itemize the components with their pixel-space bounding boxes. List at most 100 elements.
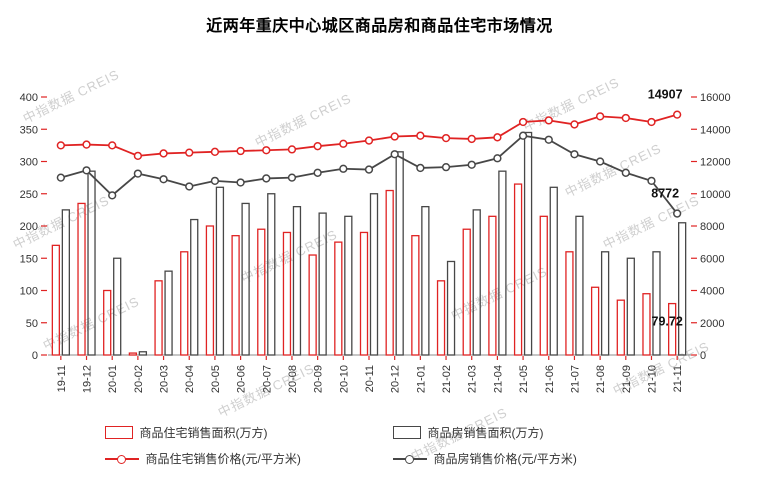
marker-circle-icon — [236, 146, 245, 156]
marker-circle-icon — [621, 113, 630, 123]
x-axis-label: 21-11 — [672, 365, 684, 392]
annotation-14907: 14907 — [648, 88, 683, 102]
bar — [523, 131, 533, 356]
legend-row-lines: 商品住宅销售价格(元/平方米) 商品房销售价格(元/平方米) — [104, 450, 655, 467]
bar — [668, 302, 677, 356]
bar — [334, 241, 343, 356]
marker-circle-icon — [339, 164, 348, 173]
marker-circle-icon — [82, 166, 91, 175]
x-axis-label: 21-07 — [569, 365, 581, 393]
marker-circle-icon — [262, 146, 271, 155]
legend-label-residential-price: 商品住宅销售价格(元/平方米) — [145, 452, 301, 466]
x-axis-label: 21-05 — [518, 365, 530, 393]
marker-circle-icon — [544, 135, 553, 144]
legend-item-residential-price: 商品住宅销售价格(元/平方米) — [104, 450, 367, 467]
residential-price-line — [60, 113, 678, 157]
x-axis-label: 21-09 — [621, 365, 633, 393]
marker-circle-icon — [518, 117, 528, 127]
bar — [257, 228, 266, 356]
bar — [103, 289, 112, 356]
bar — [616, 299, 625, 356]
bar — [369, 193, 379, 356]
left-axis-label: 150 — [20, 253, 38, 265]
left-axis-label: 400 — [20, 92, 38, 104]
x-axis-label: 20-01 — [107, 365, 119, 393]
bar — [77, 202, 86, 356]
marker-circle-icon — [159, 149, 168, 158]
x-axis-label: 20-03 — [159, 365, 171, 393]
bar — [308, 254, 317, 356]
bar — [421, 205, 430, 356]
right-axis-label: 6000 — [700, 253, 724, 265]
residential-area-bars — [51, 183, 677, 356]
bar — [138, 351, 148, 356]
marker-circle-icon — [364, 165, 374, 174]
bar — [113, 257, 122, 356]
commercial-price-line — [60, 134, 678, 215]
bar — [267, 193, 276, 356]
x-axis-label: 19-12 — [82, 365, 94, 393]
marker-circle-icon — [185, 182, 194, 191]
x-axis-label: 21-03 — [467, 365, 479, 393]
x-axis-label: 21-10 — [646, 365, 658, 393]
right-axis-label: 10000 — [700, 189, 731, 201]
line-marker-swatch-dark-icon — [392, 454, 427, 464]
marker-circle-icon — [441, 162, 451, 172]
left-axis-label: 50 — [26, 318, 38, 330]
x-axis-label: 20-06 — [236, 365, 248, 393]
marker-circle-icon — [390, 150, 399, 159]
right-axis-label: 8000 — [700, 221, 724, 233]
marker-circle-icon — [262, 174, 271, 183]
bar — [231, 235, 240, 356]
left-axis-label: 0 — [32, 350, 38, 362]
circle-marker-icon — [117, 454, 126, 464]
bar — [539, 215, 548, 356]
bar — [164, 270, 173, 356]
commercial-price-line-markers — [56, 131, 682, 218]
marker-circle-icon — [313, 168, 322, 177]
marker-circle-icon — [56, 173, 65, 182]
x-axis-label: 20-05 — [210, 365, 222, 393]
marker-circle-icon — [647, 176, 656, 185]
bar — [513, 183, 523, 356]
bar — [498, 170, 507, 356]
marker-circle-icon — [595, 157, 605, 166]
marker-circle-icon — [339, 139, 348, 148]
bar — [446, 260, 456, 356]
bar — [600, 251, 610, 356]
right-axis-label: 4000 — [700, 286, 724, 298]
marker-circle-icon — [493, 133, 502, 142]
bar — [626, 257, 635, 356]
x-axis-label: 20-07 — [261, 365, 273, 393]
left-axis-label: 350 — [20, 124, 38, 136]
right-axis-label: 14000 — [700, 124, 731, 136]
bar — [565, 251, 574, 356]
marker-circle-icon — [108, 191, 117, 200]
marker-circle-icon — [467, 134, 476, 144]
bar — [87, 170, 96, 356]
marker-circle-icon — [390, 132, 399, 141]
marker-circle-icon — [236, 178, 245, 187]
bar — [318, 212, 327, 356]
marker-circle-icon — [544, 116, 553, 125]
marker-circle-icon — [133, 151, 143, 161]
legend-item-commercial-area: 商品房销售面积(万方) — [392, 424, 655, 441]
bar — [128, 352, 138, 356]
residential-price-line-markers — [56, 110, 682, 161]
legend-label-commercial-area: 商品房销售面积(万方) — [427, 426, 544, 440]
chart-title: 近两年重庆中心城区商品房和商品住宅市场情况 — [206, 18, 553, 35]
marker-circle-icon — [493, 154, 502, 163]
marker-circle-icon — [210, 147, 220, 156]
marker-circle-icon — [210, 176, 220, 185]
x-axis-label: 20-04 — [184, 365, 196, 393]
marker-circle-icon — [287, 145, 297, 154]
marker-circle-icon — [364, 136, 374, 145]
marker-circle-icon — [313, 142, 322, 151]
marker-circle-icon — [647, 117, 656, 127]
bar — [472, 209, 481, 356]
x-axis-label: 20-08 — [287, 365, 299, 393]
marker-circle-icon — [621, 168, 630, 177]
right-axis-label: 16000 — [700, 92, 731, 104]
bar — [154, 280, 163, 356]
